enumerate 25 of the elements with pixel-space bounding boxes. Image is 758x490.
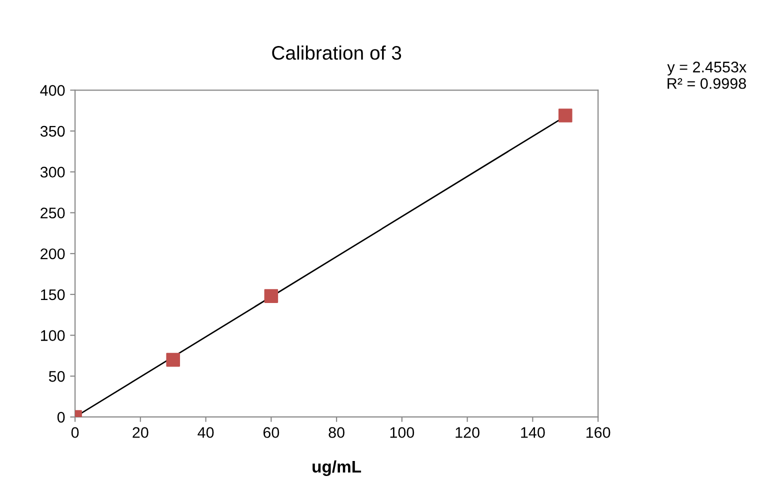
y-tick-label: 400: [40, 85, 65, 96]
point: [264, 289, 278, 303]
chart-title: Calibration of 3: [272, 46, 402, 60]
x-tick-label: 0: [71, 427, 79, 438]
x-tick-label: 40: [198, 427, 214, 438]
point: [558, 108, 572, 122]
y-tick-label: 300: [40, 166, 65, 178]
x-tick-label: 20: [132, 427, 148, 438]
y-tick-label: 100: [40, 330, 65, 341]
text: R² = 0.9998: [668, 78, 746, 89]
point: [166, 352, 180, 367]
text: y = 2.4553x: [667, 62, 746, 76]
x-tick-label: 160: [586, 427, 610, 438]
x-tick-label: 120: [456, 427, 480, 438]
y-tick-label: 350: [40, 126, 65, 137]
y-tick-label: 50: [48, 371, 65, 382]
y-tick-label: 250: [40, 208, 65, 218]
x-tick-label: 80: [328, 427, 344, 438]
x-axis-title: ug/mL: [312, 460, 362, 476]
y-tick-label: 150: [40, 289, 65, 300]
x-tick-label: 100: [390, 427, 414, 438]
x-tick-label: 60: [263, 427, 280, 438]
y-tick-label: 200: [40, 248, 65, 260]
y-tick-label: 0: [57, 412, 65, 423]
x-tick-label: 140: [521, 427, 545, 438]
